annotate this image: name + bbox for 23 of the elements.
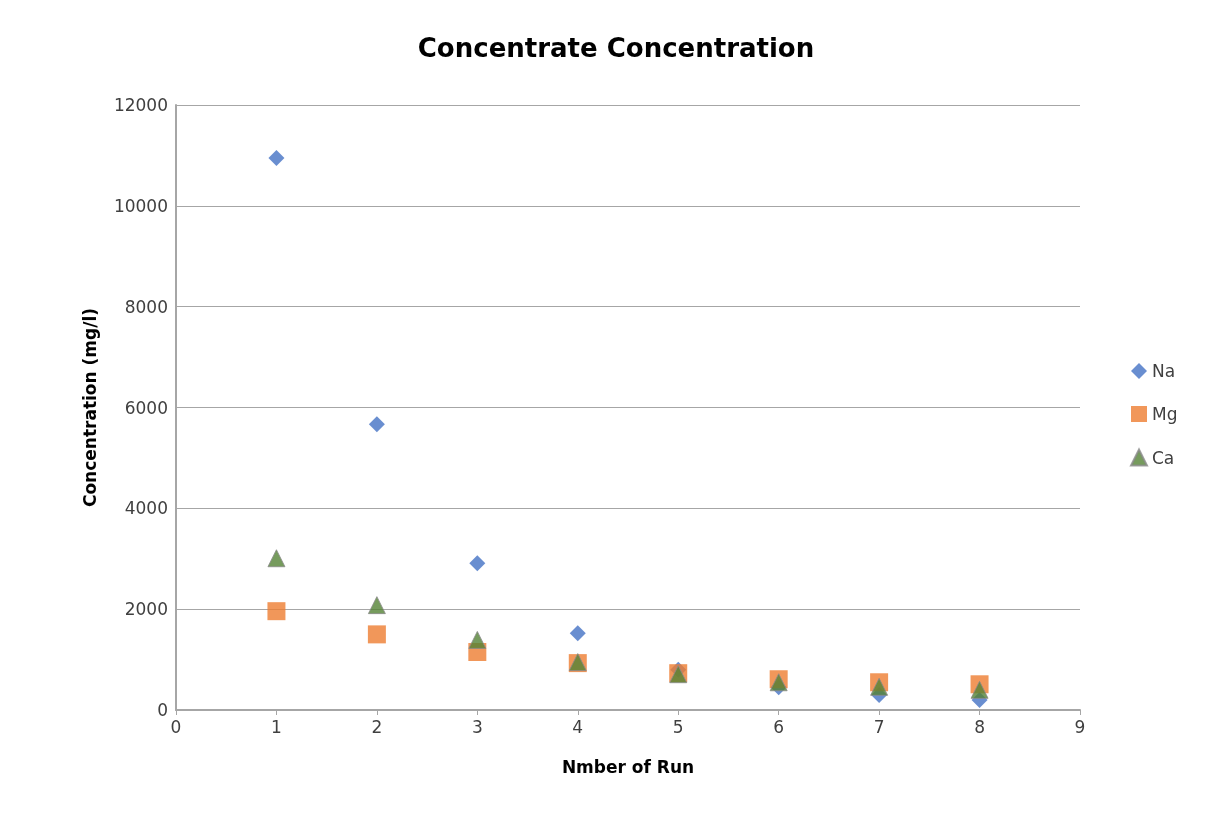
- x-tick-label: 4: [572, 716, 584, 737]
- x-tick-label: 1: [271, 716, 282, 737]
- legend-label: Na: [1152, 361, 1176, 381]
- y-tick-label: 0: [157, 700, 168, 720]
- chart-title: Concentrate Concentration: [417, 33, 815, 63]
- x-tick-label: 5: [672, 716, 684, 737]
- x-tick-label: 6: [773, 716, 785, 737]
- x-tick-label: 3: [471, 716, 483, 737]
- y-tick-label: 10000: [113, 195, 168, 216]
- x-tick-label: 7: [873, 716, 885, 737]
- legend-label: Ca: [1152, 447, 1175, 468]
- x-axis-title: Nmber of Run: [561, 756, 695, 777]
- y-axis-title: Concentration (mg/l): [79, 307, 100, 508]
- y-tick-label: 8000: [124, 296, 168, 317]
- x-tick-label: 2: [371, 716, 383, 737]
- y-tick-label: 4000: [124, 498, 168, 519]
- y-tick-label: 2000: [124, 599, 168, 620]
- y-tick-label: 12000: [113, 95, 168, 115]
- x-tick-label: 9: [1074, 716, 1086, 737]
- y-tick-label: 6000: [124, 397, 168, 418]
- x-tick-label: 8: [974, 716, 985, 737]
- x-tick-label: 0: [170, 716, 182, 737]
- legend-label: Mg: [1152, 404, 1178, 424]
